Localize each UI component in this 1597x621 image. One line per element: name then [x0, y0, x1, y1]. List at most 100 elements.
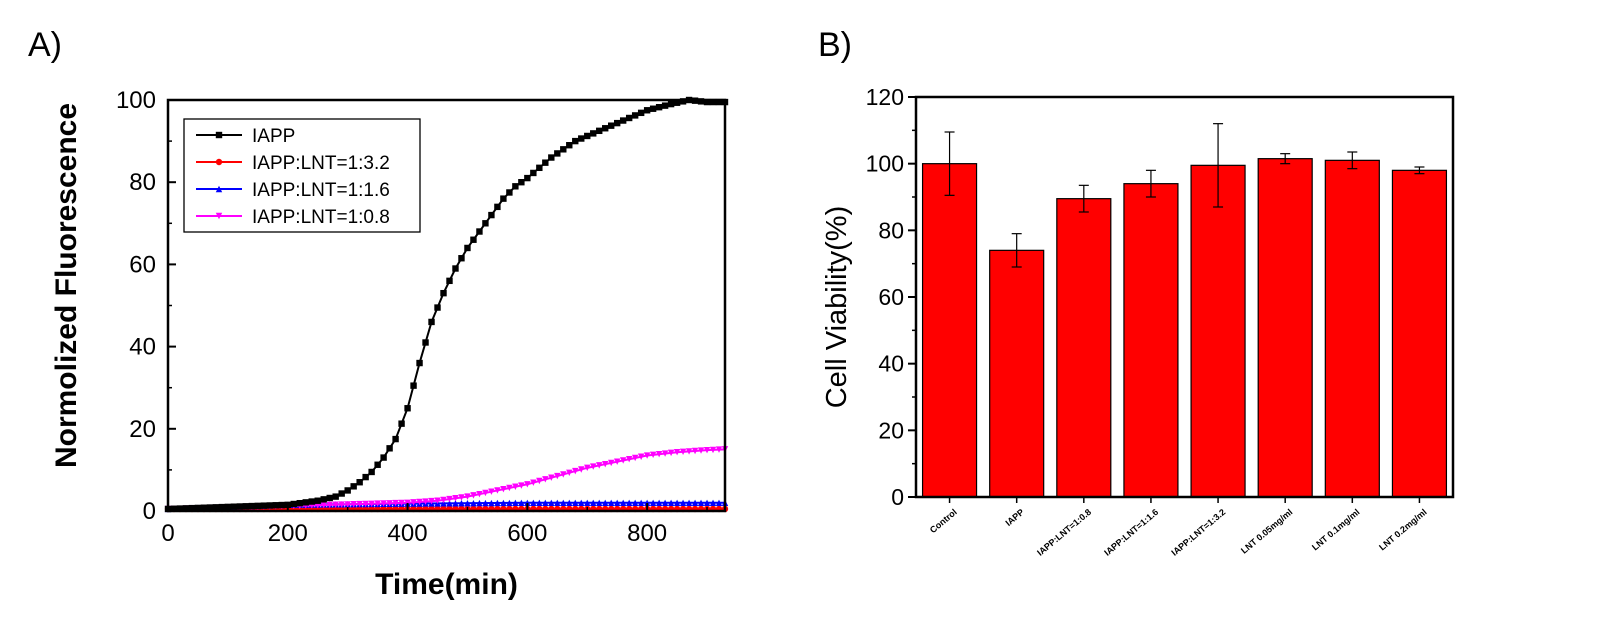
chart-a-series-iapp-lnt-1-0-8-point — [691, 447, 699, 455]
chart-b-category-label: IAPP — [1003, 507, 1026, 528]
chart-a-series-iapp-point — [170, 505, 178, 512]
chart-a-series-iapp-lnt-1-0-8-point — [673, 449, 681, 456]
chart-a-series-iapp-point — [482, 220, 489, 227]
chart-a-series-iapp-point — [380, 454, 387, 461]
chart-a-series-iapp-point — [488, 211, 495, 219]
chart-a-series-iapp-lnt-1-1-6-point — [530, 499, 537, 506]
chart-a-series-iapp-lnt-1-0-8-point — [428, 497, 435, 505]
chart-a-series-iapp-lnt-1-1-6-point — [613, 499, 621, 506]
chart-a-series-iapp-point — [416, 359, 423, 367]
chart-a-series-iapp-lnt-1-0-8-point — [446, 495, 453, 503]
chart-a-series-iapp-lnt-1-0-8-point — [374, 500, 381, 507]
chart-a-y-tick-label: 0 — [143, 498, 156, 525]
chart-b-category-label: Control — [928, 507, 959, 535]
chart-a-series-iapp-lnt-1-1-6-point — [536, 499, 543, 506]
chart-a-series-iapp-lnt-1-0-8-point — [643, 452, 651, 459]
chart-a-series-iapp-lnt-1-1-6-point — [554, 499, 561, 506]
chart-a-series-iapp-lnt-1-1-6-point — [512, 499, 519, 507]
chart-a-series-iapp-point — [619, 117, 627, 124]
chart-a-series-iapp-lnt-1-0-8-point — [464, 493, 471, 500]
bar-iapp-lnt-1-3-2 — [1190, 164, 1246, 498]
chart-a-series-iapp-lnt-1-1-6-point — [506, 499, 513, 507]
chart-a-series-iapp-lnt-1-0-8-point — [368, 500, 375, 507]
chart-a-series-iapp-point — [631, 112, 639, 119]
chart-a-legend-marker-series-iapp — [215, 131, 223, 139]
chart-a-series-iapp-lnt-1-0-8-point — [518, 482, 525, 489]
chart-b-y-tick-label: 60 — [878, 284, 904, 310]
chart-a-series-iapp-point — [224, 503, 232, 511]
chart-a-series-iapp-point — [242, 503, 250, 510]
chart-a-series-iapp-lnt-1-1-6-point — [608, 499, 615, 506]
chart-a-legend-marker-series-iapp-lnt-1-0-8 — [215, 212, 223, 220]
chart-a-series-iapp-lnt-1-1-6-point — [500, 499, 507, 507]
chart-a-series-iapp-point — [374, 461, 381, 468]
chart-a-series-iapp-lnt-1-0-8-point — [613, 458, 621, 465]
chart-a-series-iapp-lnt-1-1-6-point — [619, 499, 627, 506]
chart-a-series-iapp-point — [386, 445, 393, 452]
chart-a-series-iapp-point — [350, 483, 357, 490]
chart-a-series-iapp-point — [188, 504, 196, 512]
chart-a-series-iapp-point — [649, 105, 657, 112]
chart-a-series-iapp-lnt-1-0-8-point — [524, 481, 531, 488]
chart-a-series-iapp-lnt-1-1-6-point — [458, 500, 465, 507]
chart-a-series-iapp-point — [206, 504, 214, 511]
chart-a-series-iapp-lnt-1-0-8-point — [590, 463, 597, 470]
chart-a-series-iapp-lnt-1-1-6-point — [482, 499, 489, 507]
chart-a-series-iapp-point — [542, 159, 549, 166]
chart-a-y-tick-label: 20 — [129, 416, 156, 443]
chart-a-series-iapp-point — [344, 487, 351, 494]
chart-a-series-iapp-lnt-1-0-8-point — [608, 459, 615, 467]
chart-a-legend-label-series-iapp: IAPP — [252, 126, 295, 147]
chart-a-series-iapp-lnt-1-0-8-point — [631, 454, 639, 462]
chart-a-series-iapp-lnt-1-0-8-point — [398, 499, 405, 507]
chart-a-series-iapp-point — [679, 98, 687, 105]
chart-a-series-iapp-point — [625, 114, 633, 122]
chart-a-series-iapp-lnt-1-1-6-point — [488, 499, 495, 507]
chart-a-series-iapp-point — [560, 146, 567, 153]
chart-a-series-iapp-point — [200, 504, 208, 511]
chart-a-series-iapp-lnt-1-0-8-point — [344, 501, 351, 508]
chart-b-category-label: IAPP:LNT=1:0.8 — [1035, 507, 1093, 558]
chart-a-series-iapp-point — [302, 499, 309, 506]
chart-a-series-iapp-lnt-1-0-8-point — [470, 492, 477, 499]
chart-a-series-iapp-point — [362, 473, 369, 481]
chart-a-series-iapp-lnt-1-0-8-point — [512, 483, 519, 490]
chart-a-series-iapp-lnt-1-1-6-point — [464, 499, 471, 507]
chart-b-category-label: LNT 0.1mg/ml — [1310, 507, 1362, 553]
chart-a-series-iapp-lnt-1-0-8-point — [536, 477, 543, 485]
chart-a-series-iapp-point — [613, 119, 621, 127]
chart-a-y-tick-label: 60 — [129, 251, 156, 278]
chart-a-series-iapp-lnt-1-0-8-point — [709, 446, 717, 454]
chart-a-series-iapp-lnt-1-0-8-point — [554, 472, 561, 480]
bar-iapp-lnt-1-1-6 — [1123, 183, 1179, 498]
chart-a-series-iapp-lnt-1-0-8-point — [434, 497, 441, 504]
chart-a-series-iapp-point — [272, 502, 280, 509]
chart-a-series-iapp-point — [512, 183, 519, 190]
chart-a-series-iapp-point — [655, 103, 663, 111]
chart-a-series-iapp-lnt-1-0-8-point — [560, 471, 567, 478]
chart-a-series-iapp-point — [572, 137, 579, 145]
chart-a-series-iapp-lnt-1-1-6-point — [661, 499, 669, 506]
chart-a-series-iapp-lnt-1-0-8-point — [392, 499, 399, 507]
chart-a-series-iapp-lnt-1-0-8-point — [578, 466, 585, 473]
bar-iapp-lnt-1-0-8 — [1056, 198, 1112, 498]
chart-a-series-iapp-point — [578, 135, 585, 142]
bar-lnt-0-05mg-ml — [1257, 158, 1313, 498]
chart-b-y-tick-label: 0 — [891, 484, 904, 510]
chart-a-series-iapp-lnt-1-1-6-point — [560, 499, 567, 506]
chart-b-category-label: IAPP:LNT=1:3.2 — [1169, 507, 1227, 558]
chart-a-series-iapp-lnt-1-1-6-point — [596, 499, 603, 506]
panel-b-label: B) — [818, 26, 852, 64]
chart-a-series-iapp-lnt-1-0-8-point — [332, 501, 339, 508]
chart-a-series-iapp-point — [596, 127, 603, 135]
chart-a-legend: IAPP IAPP:LNT=1:3.2 IAPP:LNT=1:1.6 IAPP:LNT… — [183, 118, 421, 233]
chart-a-series-iapp-point — [661, 102, 669, 109]
chart-a-y-tick-label: 40 — [129, 334, 156, 361]
chart-a-series-iapp-point — [452, 265, 459, 272]
chart-a-x-tick-label: 200 — [268, 520, 308, 547]
chart-a-series-iapp-lnt-1-0-8-point — [416, 498, 423, 506]
chart-a-series-iapp-lnt-1-1-6-point — [625, 499, 633, 506]
chart-b-category-label: LNT 0.2mg/ml — [1377, 507, 1429, 553]
chart-a-series-iapp-lnt-1-0-8-point — [440, 496, 447, 504]
chart-a-series-iapp-point — [248, 502, 256, 510]
